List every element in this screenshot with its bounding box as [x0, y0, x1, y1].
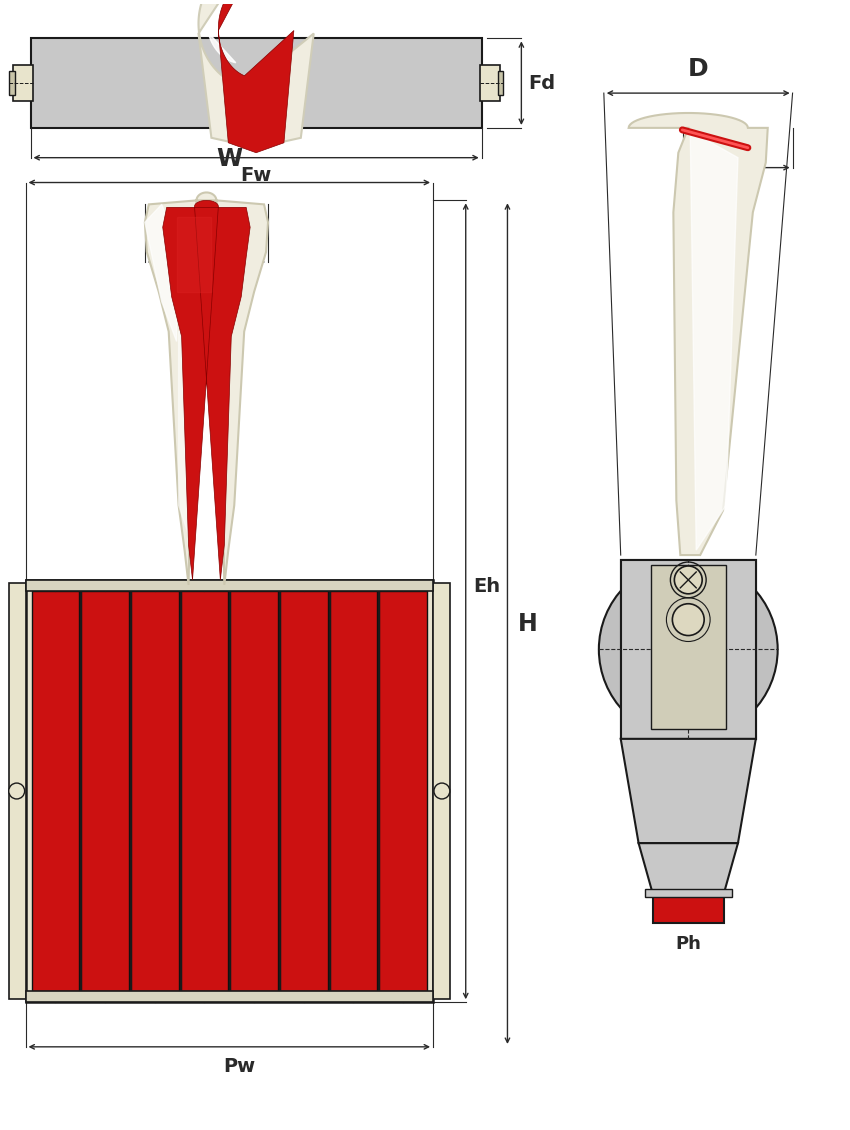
Polygon shape — [653, 893, 724, 923]
Polygon shape — [31, 591, 79, 991]
Polygon shape — [280, 591, 327, 991]
Polygon shape — [26, 580, 433, 1002]
Text: Fw: Fw — [241, 166, 272, 184]
Text: Eh: Eh — [473, 576, 501, 596]
Polygon shape — [379, 591, 427, 991]
Polygon shape — [8, 583, 25, 999]
Polygon shape — [13, 66, 32, 101]
Polygon shape — [230, 591, 278, 991]
Polygon shape — [620, 739, 756, 843]
Polygon shape — [26, 991, 433, 1002]
Polygon shape — [131, 591, 178, 991]
Polygon shape — [650, 565, 726, 729]
Polygon shape — [620, 560, 756, 739]
Circle shape — [599, 560, 778, 739]
Text: Fd: Fd — [529, 73, 555, 93]
Text: Pw: Pw — [224, 1057, 255, 1076]
Polygon shape — [479, 66, 500, 101]
Polygon shape — [208, 33, 235, 63]
Polygon shape — [177, 217, 212, 292]
Polygon shape — [144, 192, 268, 585]
Text: D: D — [688, 58, 709, 81]
Polygon shape — [497, 71, 503, 95]
Polygon shape — [644, 889, 732, 897]
Polygon shape — [629, 113, 768, 555]
Polygon shape — [638, 843, 738, 893]
Polygon shape — [26, 580, 433, 591]
Polygon shape — [178, 331, 189, 536]
Polygon shape — [218, 0, 294, 153]
Polygon shape — [8, 71, 14, 95]
Circle shape — [434, 783, 450, 799]
Polygon shape — [82, 591, 129, 991]
Circle shape — [674, 566, 702, 593]
Text: Er: Er — [703, 176, 723, 194]
Polygon shape — [199, 0, 314, 148]
Circle shape — [8, 783, 25, 799]
Text: Ew: Ew — [192, 270, 221, 288]
Text: H: H — [518, 611, 537, 635]
Text: Ph: Ph — [676, 935, 701, 953]
Circle shape — [672, 603, 704, 635]
Polygon shape — [144, 205, 177, 341]
Polygon shape — [690, 131, 738, 550]
Polygon shape — [620, 560, 756, 739]
Polygon shape — [31, 38, 482, 128]
Polygon shape — [180, 591, 229, 991]
Polygon shape — [162, 200, 250, 580]
Text: Ed: Ed — [725, 141, 751, 159]
Polygon shape — [330, 591, 377, 991]
Text: W: W — [216, 147, 242, 171]
Polygon shape — [433, 583, 450, 999]
